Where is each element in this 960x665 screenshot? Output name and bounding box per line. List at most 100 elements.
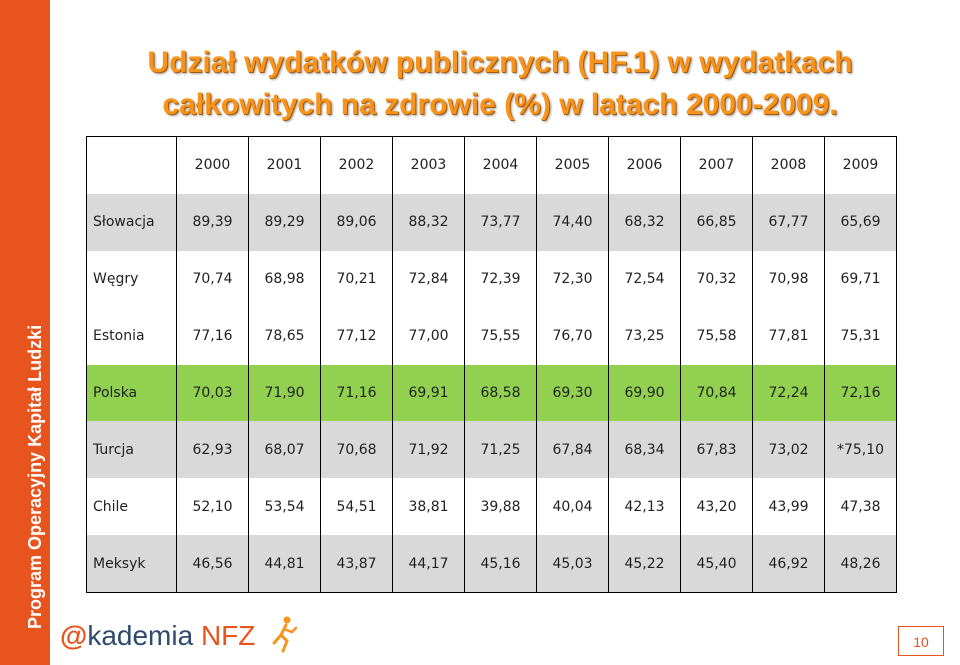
value-cell: 42,13 <box>608 478 681 536</box>
logo-at-sign: @ <box>60 619 88 651</box>
country-cell: Chile <box>86 478 177 536</box>
akademia-nfz-logo: @kademia NFZ <box>60 615 299 653</box>
value-cell: 69,30 <box>536 364 609 422</box>
table-row: Słowacja 89,39 89,29 89,06 88,32 73,77 7… <box>86 193 897 251</box>
value-cell: 75,55 <box>464 307 537 365</box>
value-cell: 70,74 <box>176 250 249 308</box>
value-cell: 69,71 <box>824 250 897 308</box>
slide-title: Udział wydatków publicznych (HF.1) w wyd… <box>60 42 940 126</box>
value-cell: 77,16 <box>176 307 249 365</box>
year-cell: 2001 <box>248 135 321 194</box>
value-cell: 71,25 <box>464 421 537 479</box>
sidebar-band: Program Operacyjny Kapitał Ludzki <box>0 0 50 665</box>
value-cell: 71,90 <box>248 364 321 422</box>
table-row: Estonia 77,16 78,65 77,12 77,00 75,55 76… <box>86 307 897 365</box>
value-cell: 53,54 <box>248 478 321 536</box>
table-row: Chile 52,10 53,54 54,51 38,81 39,88 40,0… <box>86 478 897 536</box>
value-cell: 43,20 <box>680 478 753 536</box>
page-number: 10 <box>898 626 944 656</box>
value-cell: 47,38 <box>824 478 897 536</box>
value-cell: 39,88 <box>464 478 537 536</box>
value-cell: 89,29 <box>248 193 321 251</box>
value-cell: 72,54 <box>608 250 681 308</box>
value-cell: 44,17 <box>392 535 465 594</box>
value-cell: 70,03 <box>176 364 249 422</box>
value-cell: 73,25 <box>608 307 681 365</box>
year-cell: 2007 <box>680 135 753 194</box>
value-cell: 62,93 <box>176 421 249 479</box>
value-cell: 45,40 <box>680 535 753 594</box>
value-cell: 45,22 <box>608 535 681 594</box>
header-corner <box>86 135 177 194</box>
value-cell: 69,90 <box>608 364 681 422</box>
value-cell: 45,16 <box>464 535 537 594</box>
value-cell: 88,32 <box>392 193 465 251</box>
country-cell: Meksyk <box>86 535 177 594</box>
value-cell: 77,12 <box>320 307 393 365</box>
header-row: 2000 2001 2002 2003 2004 2005 2006 2007 … <box>86 135 897 194</box>
value-cell: 68,34 <box>608 421 681 479</box>
value-cell: 77,00 <box>392 307 465 365</box>
value-cell: 67,84 <box>536 421 609 479</box>
value-cell: 43,87 <box>320 535 393 594</box>
table-row: Węgry 70,74 68,98 70,21 72,84 72,39 72,3… <box>86 250 897 308</box>
value-cell: 65,69 <box>824 193 897 251</box>
value-cell: 70,84 <box>680 364 753 422</box>
country-cell: Węgry <box>86 250 177 308</box>
value-cell: 74,40 <box>536 193 609 251</box>
value-cell: 68,98 <box>248 250 321 308</box>
value-cell: 89,39 <box>176 193 249 251</box>
value-cell: 78,65 <box>248 307 321 365</box>
value-cell: 68,58 <box>464 364 537 422</box>
logo-kademia: kademia <box>87 619 194 651</box>
value-cell: 77,81 <box>752 307 825 365</box>
year-cell: 2003 <box>392 135 465 194</box>
value-cell: 69,91 <box>392 364 465 422</box>
country-cell: Estonia <box>86 307 177 365</box>
year-cell: 2005 <box>536 135 609 194</box>
value-cell: *75,10 <box>824 421 897 479</box>
year-cell: 2004 <box>464 135 537 194</box>
logo-nfz: NFZ <box>200 619 256 651</box>
value-cell: 71,16 <box>320 364 393 422</box>
country-cell: Polska <box>86 364 177 422</box>
value-cell: 38,81 <box>392 478 465 536</box>
table-row-highlight: Polska 70,03 71,90 71,16 69,91 68,58 69,… <box>86 364 897 422</box>
value-cell: 70,32 <box>680 250 753 308</box>
value-cell: 54,51 <box>320 478 393 536</box>
value-cell: 72,30 <box>536 250 609 308</box>
value-cell: 72,84 <box>392 250 465 308</box>
value-cell: 52,10 <box>176 478 249 536</box>
value-cell: 76,70 <box>536 307 609 365</box>
value-cell: 46,92 <box>752 535 825 594</box>
value-cell: 73,02 <box>752 421 825 479</box>
country-cell: Słowacja <box>86 193 177 251</box>
value-cell: 44,81 <box>248 535 321 594</box>
value-cell: 73,77 <box>464 193 537 251</box>
value-cell: 70,98 <box>752 250 825 308</box>
year-cell: 2009 <box>824 135 897 194</box>
value-cell: 70,68 <box>320 421 393 479</box>
value-cell: 75,58 <box>680 307 753 365</box>
value-cell: 72,39 <box>464 250 537 308</box>
slide-title-line-2: całkowitych na zdrowie (%) w latach 2000… <box>162 88 838 121</box>
value-cell: 72,24 <box>752 364 825 422</box>
running-figure-icon <box>267 615 299 660</box>
value-cell: 72,16 <box>824 364 897 422</box>
value-cell: 68,07 <box>248 421 321 479</box>
value-cell: 70,21 <box>320 250 393 308</box>
country-cell: Turcja <box>86 421 177 479</box>
slide-title-line-1: Udział wydatków publicznych (HF.1) w wyd… <box>147 46 853 79</box>
value-cell: 66,85 <box>680 193 753 251</box>
value-cell: 46,56 <box>176 535 249 594</box>
table-row: Meksyk 46,56 44,81 43,87 44,17 45,16 45,… <box>86 535 897 594</box>
year-cell: 2006 <box>608 135 681 194</box>
data-table: 2000 2001 2002 2003 2004 2005 2006 2007 … <box>86 135 897 594</box>
value-cell: 48,26 <box>824 535 897 594</box>
year-cell: 2000 <box>176 135 249 194</box>
value-cell: 43,99 <box>752 478 825 536</box>
value-cell: 67,77 <box>752 193 825 251</box>
value-cell: 67,83 <box>680 421 753 479</box>
year-cell: 2008 <box>752 135 825 194</box>
program-name: Program Operacyjny Kapitał Ludzki <box>25 324 45 629</box>
